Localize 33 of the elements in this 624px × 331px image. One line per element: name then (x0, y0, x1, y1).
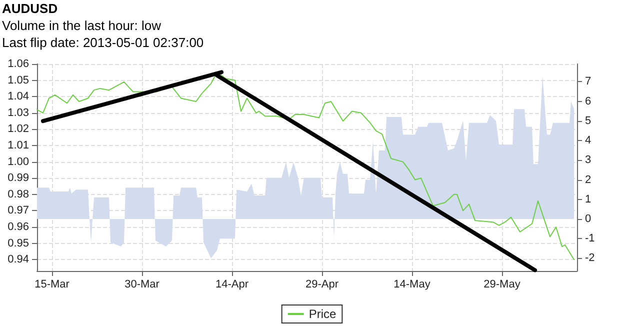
y2-tick-label: -2 (585, 252, 595, 264)
x-tick-label: 14-Apr (215, 278, 249, 290)
legend-label: Price (308, 307, 336, 321)
y2-tick-label: 2 (585, 174, 592, 186)
y-tick-label: 1.00 (8, 156, 29, 168)
x-tick-label: 29-Apr (305, 278, 339, 290)
y-tick-label: 1.06 (8, 58, 29, 70)
y-tick-label: 1.03 (8, 106, 29, 119)
x-tick-label: 14-May (394, 278, 431, 290)
y-tick-label: 0.94 (8, 254, 29, 266)
chart-subtitle: Volume in the last hour: low (2, 17, 162, 34)
y-tick-label: 0.97 (8, 204, 29, 217)
y2-tick-label: 5 (585, 114, 592, 127)
y2-tick-label: 3 (585, 154, 592, 166)
y2-tick-label: 1 (585, 193, 592, 206)
x-tick-label: 29-May (484, 278, 521, 290)
text: Last flip date: 2013-05-01 02:37:00 (2, 34, 204, 51)
y-tick-label: 1.05 (8, 74, 29, 86)
y2-tick-label: -1 (585, 232, 595, 245)
y-tick-label: 0.99 (8, 172, 29, 184)
chart-title: AUDUSD (2, 0, 59, 17)
x-tick-label: 30-Mar (124, 278, 160, 290)
y-tick-label: 1.01 (8, 139, 29, 152)
x-tick-label: 15-Mar (34, 278, 70, 290)
y2-tick-label: 7 (585, 76, 592, 88)
y-tick-label: 0.96 (8, 220, 29, 233)
y-tick-label: 0.95 (8, 237, 29, 250)
y2-tick-label: 6 (585, 95, 592, 108)
y-tick-label: 1.04 (8, 90, 29, 103)
y2-tick-label: 0 (585, 213, 592, 226)
y-tick-label: 0.98 (8, 188, 29, 200)
y2-tick-label: 4 (585, 134, 592, 147)
y-tick-label: 1.02 (8, 123, 29, 136)
